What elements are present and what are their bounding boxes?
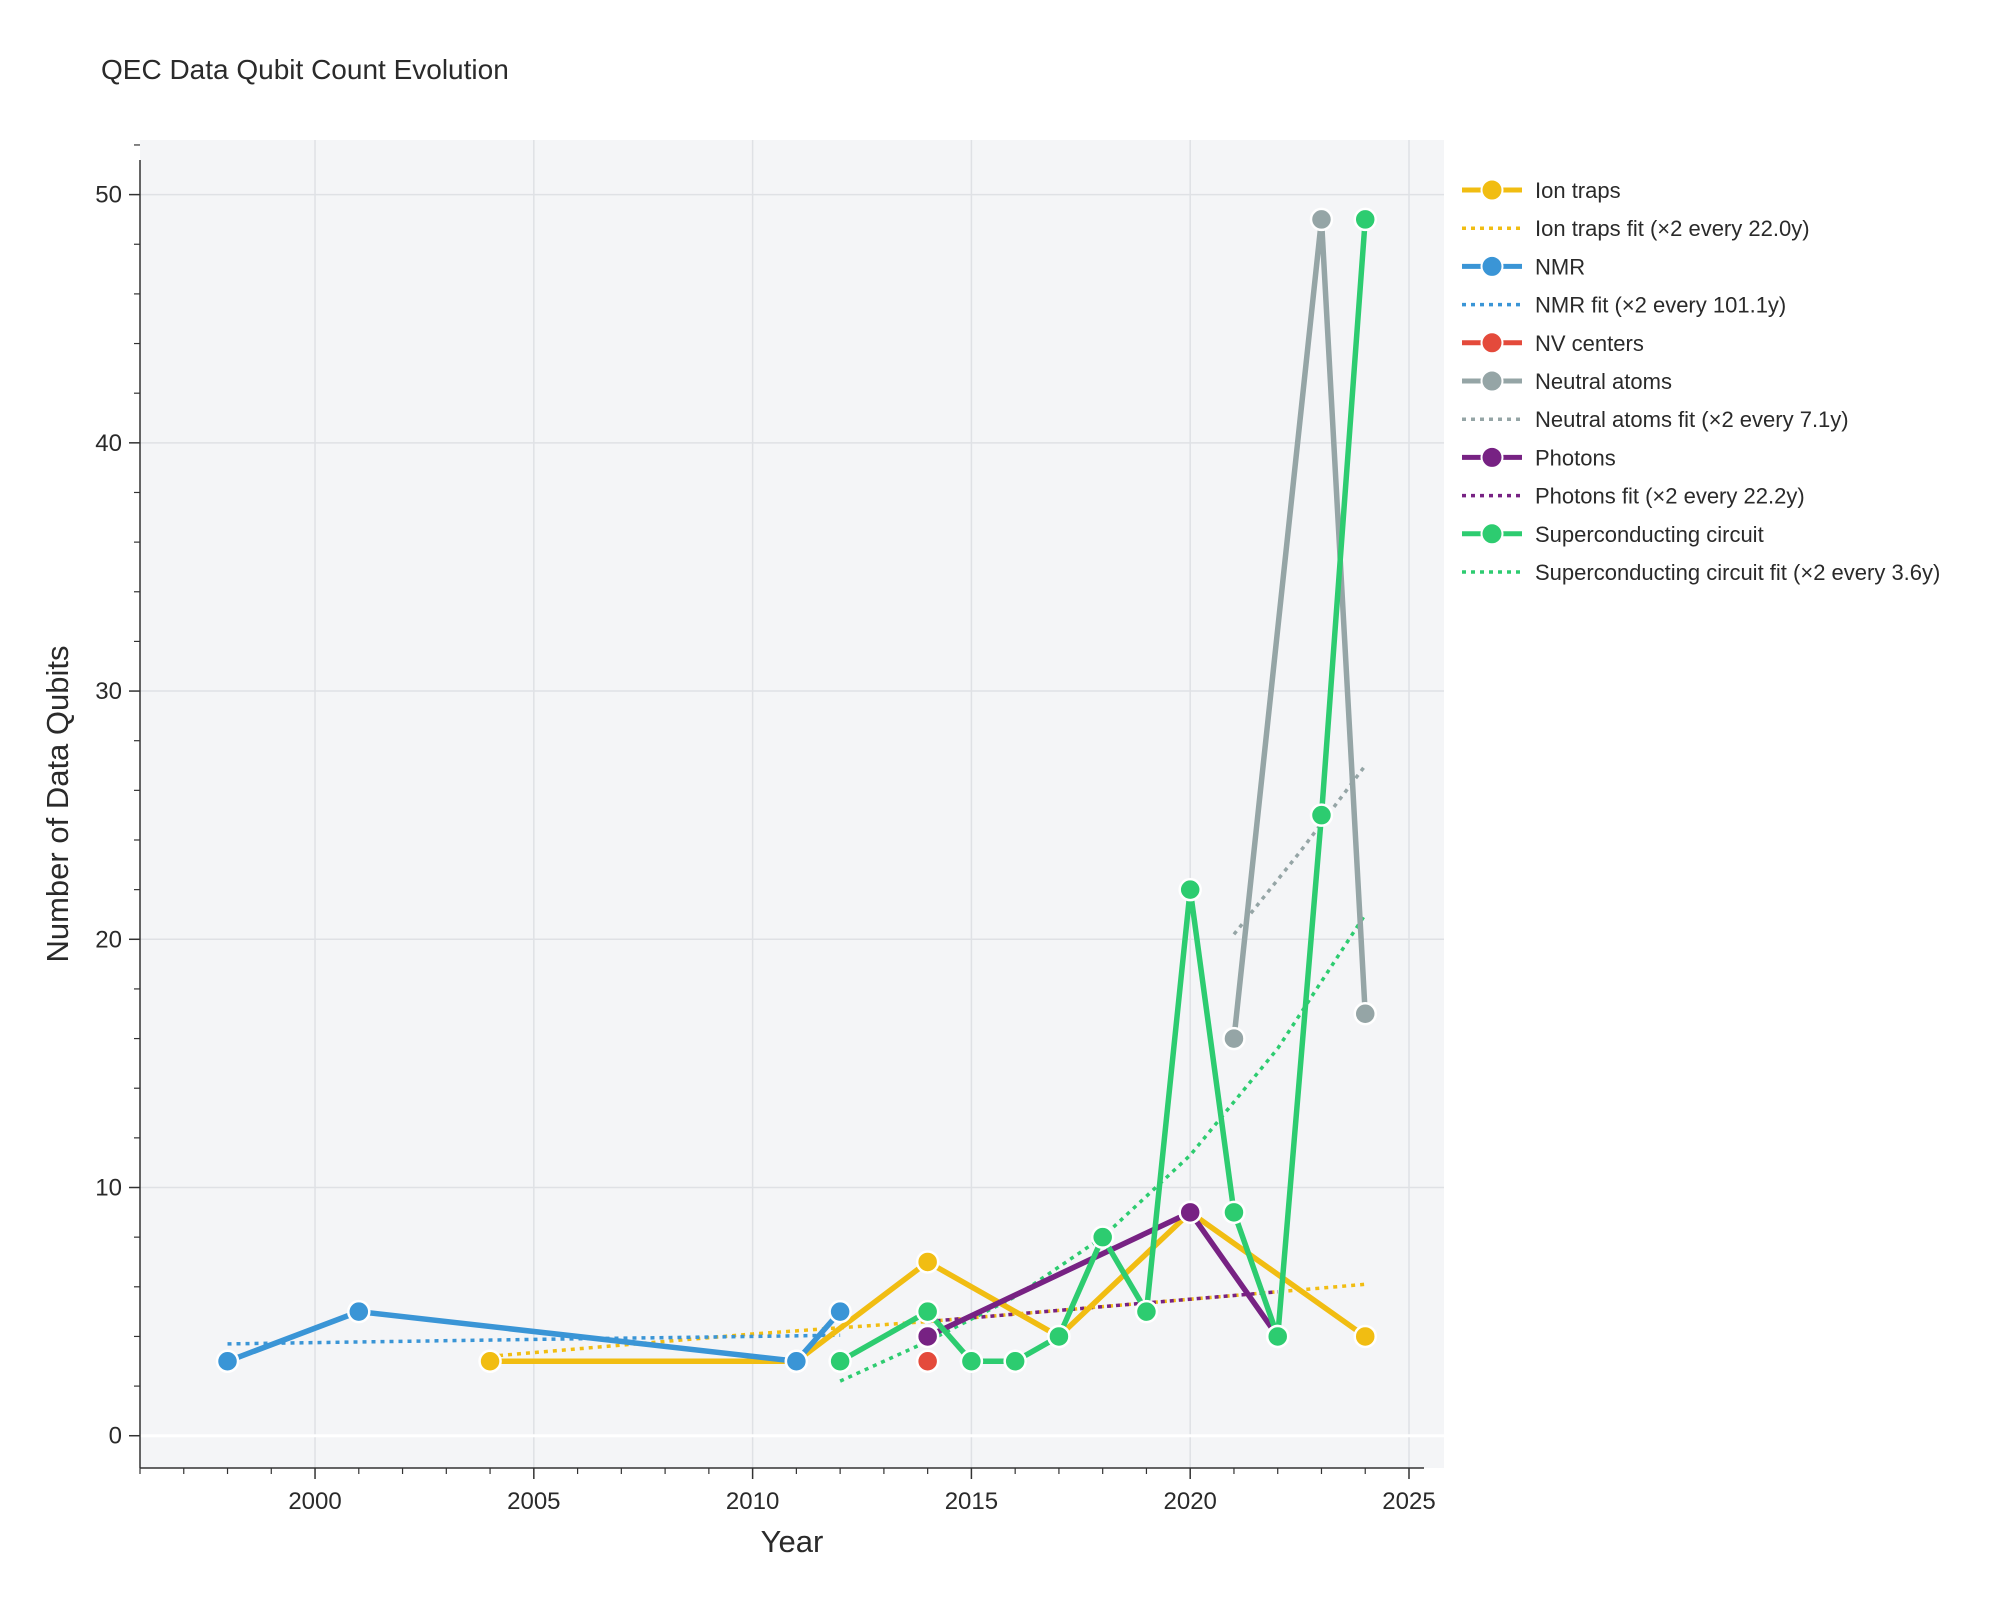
data-point-nv-centers[interactable] xyxy=(915,1349,940,1374)
data-point-ion-traps[interactable] xyxy=(1353,1324,1377,1349)
legend-label: Superconducting circuit xyxy=(1535,522,1764,547)
data-point-superconducting-circuit[interactable] xyxy=(1265,1324,1290,1349)
legend-label: Photons xyxy=(1535,445,1616,470)
data-point-superconducting-circuit[interactable] xyxy=(1178,877,1202,902)
grid xyxy=(140,140,1444,1468)
y-tick-label: 10 xyxy=(95,1175,122,1202)
legend-swatch-marker xyxy=(1480,331,1504,355)
x-tick-label: 2020 xyxy=(1164,1488,1217,1515)
data-point-superconducting-circuit[interactable] xyxy=(1134,1299,1159,1324)
axes: 2000 2005 2010 2015 2020 2025 0 10 20 30 40 50 xyxy=(95,144,1436,1515)
y-axis-title: Number of Data Qubits xyxy=(40,645,75,962)
legend-label: Neutral atoms xyxy=(1535,369,1672,394)
series-layer xyxy=(215,207,1377,1383)
data-point-superconducting-circuit[interactable] xyxy=(1090,1225,1115,1249)
legend-label: Neutral atoms fit (×2 every 7.1y) xyxy=(1535,407,1849,432)
legend-label: NMR xyxy=(1535,254,1585,279)
legend-swatch-marker xyxy=(1480,178,1504,202)
legend-item-ion-traps-fit-2-every-22-0y[interactable]: Ion traps fit (×2 every 22.0y) xyxy=(1462,216,1810,241)
data-point-ion-traps[interactable] xyxy=(478,1349,502,1374)
legend-item-nmr[interactable]: NMR xyxy=(1462,254,1585,279)
legend[interactable]: Ion traps Ion traps fit (×2 every 22.0y) N… xyxy=(1462,178,1940,585)
legend-swatch-marker xyxy=(1480,254,1504,278)
series-line-ion-traps xyxy=(490,1209,1367,1365)
data-point-nmr[interactable] xyxy=(784,1349,809,1374)
legend-label: NV centers xyxy=(1535,331,1644,356)
x-tick-label: 2010 xyxy=(726,1488,779,1515)
data-point-superconducting-circuit[interactable] xyxy=(959,1349,984,1374)
y-tick-label: 40 xyxy=(95,430,122,457)
data-point-superconducting-circuit[interactable] xyxy=(828,1349,852,1374)
legend-item-photons[interactable]: Photons xyxy=(1462,445,1616,470)
data-point-superconducting-circuit[interactable] xyxy=(915,1299,940,1324)
chart-title: QEC Data Qubit Count Evolution xyxy=(101,54,509,85)
legend-swatch-marker xyxy=(1480,369,1504,393)
data-point-ion-traps[interactable] xyxy=(915,1250,940,1274)
legend-item-superconducting-circuit-fit-2-every-3-6y[interactable]: Superconducting circuit fit (×2 every 3.… xyxy=(1462,560,1940,585)
data-point-superconducting-circuit[interactable] xyxy=(1222,1200,1246,1225)
legend-item-photons-fit-2-every-22-2y[interactable]: Photons fit (×2 every 22.2y) xyxy=(1462,484,1805,509)
data-point-photons[interactable] xyxy=(915,1324,940,1349)
data-point-nmr[interactable] xyxy=(347,1299,371,1324)
legend-label: Ion traps xyxy=(1535,178,1621,203)
data-point-superconducting-circuit[interactable] xyxy=(1047,1324,1071,1349)
data-point-nmr[interactable] xyxy=(215,1349,240,1374)
y-tick-label: 50 xyxy=(95,182,122,209)
data-point-neutral-atoms[interactable] xyxy=(1309,207,1334,232)
legend-label: Photons fit (×2 every 22.2y) xyxy=(1535,484,1805,509)
y-tick-label: 20 xyxy=(95,926,122,953)
legend-item-nv-centers[interactable]: NV centers xyxy=(1462,331,1644,356)
legend-label: Ion traps fit (×2 every 22.0y) xyxy=(1535,216,1810,241)
x-tick-label: 2015 xyxy=(945,1488,998,1515)
data-point-neutral-atoms[interactable] xyxy=(1353,1001,1377,1026)
legend-swatch-marker xyxy=(1480,445,1504,469)
y-tick-label: 30 xyxy=(95,678,122,705)
x-tick-label: 2025 xyxy=(1382,1488,1435,1515)
legend-item-ion-traps[interactable]: Ion traps xyxy=(1462,178,1621,203)
legend-label: Superconducting circuit fit (×2 every 3.… xyxy=(1535,560,1940,585)
fit-line-nmr-fit-2-every-101-1y xyxy=(227,1333,841,1346)
y-tick-label: 0 xyxy=(109,1423,122,1450)
legend-item-nmr-fit-2-every-101-1y[interactable]: NMR fit (×2 every 101.1y) xyxy=(1462,293,1786,318)
data-point-photons[interactable] xyxy=(1178,1200,1202,1225)
series-line-nmr xyxy=(226,1308,843,1365)
data-point-superconducting-circuit[interactable] xyxy=(1003,1349,1027,1374)
x-tick-label: 2005 xyxy=(507,1488,560,1515)
plot-background xyxy=(140,140,1444,1468)
data-point-nmr[interactable] xyxy=(828,1299,852,1324)
legend-item-neutral-atoms[interactable]: Neutral atoms xyxy=(1462,369,1672,394)
data-point-neutral-atoms[interactable] xyxy=(1222,1026,1246,1051)
data-point-superconducting-circuit[interactable] xyxy=(1309,803,1334,827)
legend-swatch-marker xyxy=(1480,522,1504,546)
data-point-superconducting-circuit[interactable] xyxy=(1353,207,1377,232)
x-axis-title: Year xyxy=(761,1524,824,1559)
legend-label: NMR fit (×2 every 101.1y) xyxy=(1535,293,1786,318)
legend-item-neutral-atoms-fit-2-every-7-1y[interactable]: Neutral atoms fit (×2 every 7.1y) xyxy=(1462,407,1849,432)
x-tick-label: 2000 xyxy=(288,1488,341,1515)
legend-item-superconducting-circuit[interactable]: Superconducting circuit xyxy=(1462,522,1764,547)
